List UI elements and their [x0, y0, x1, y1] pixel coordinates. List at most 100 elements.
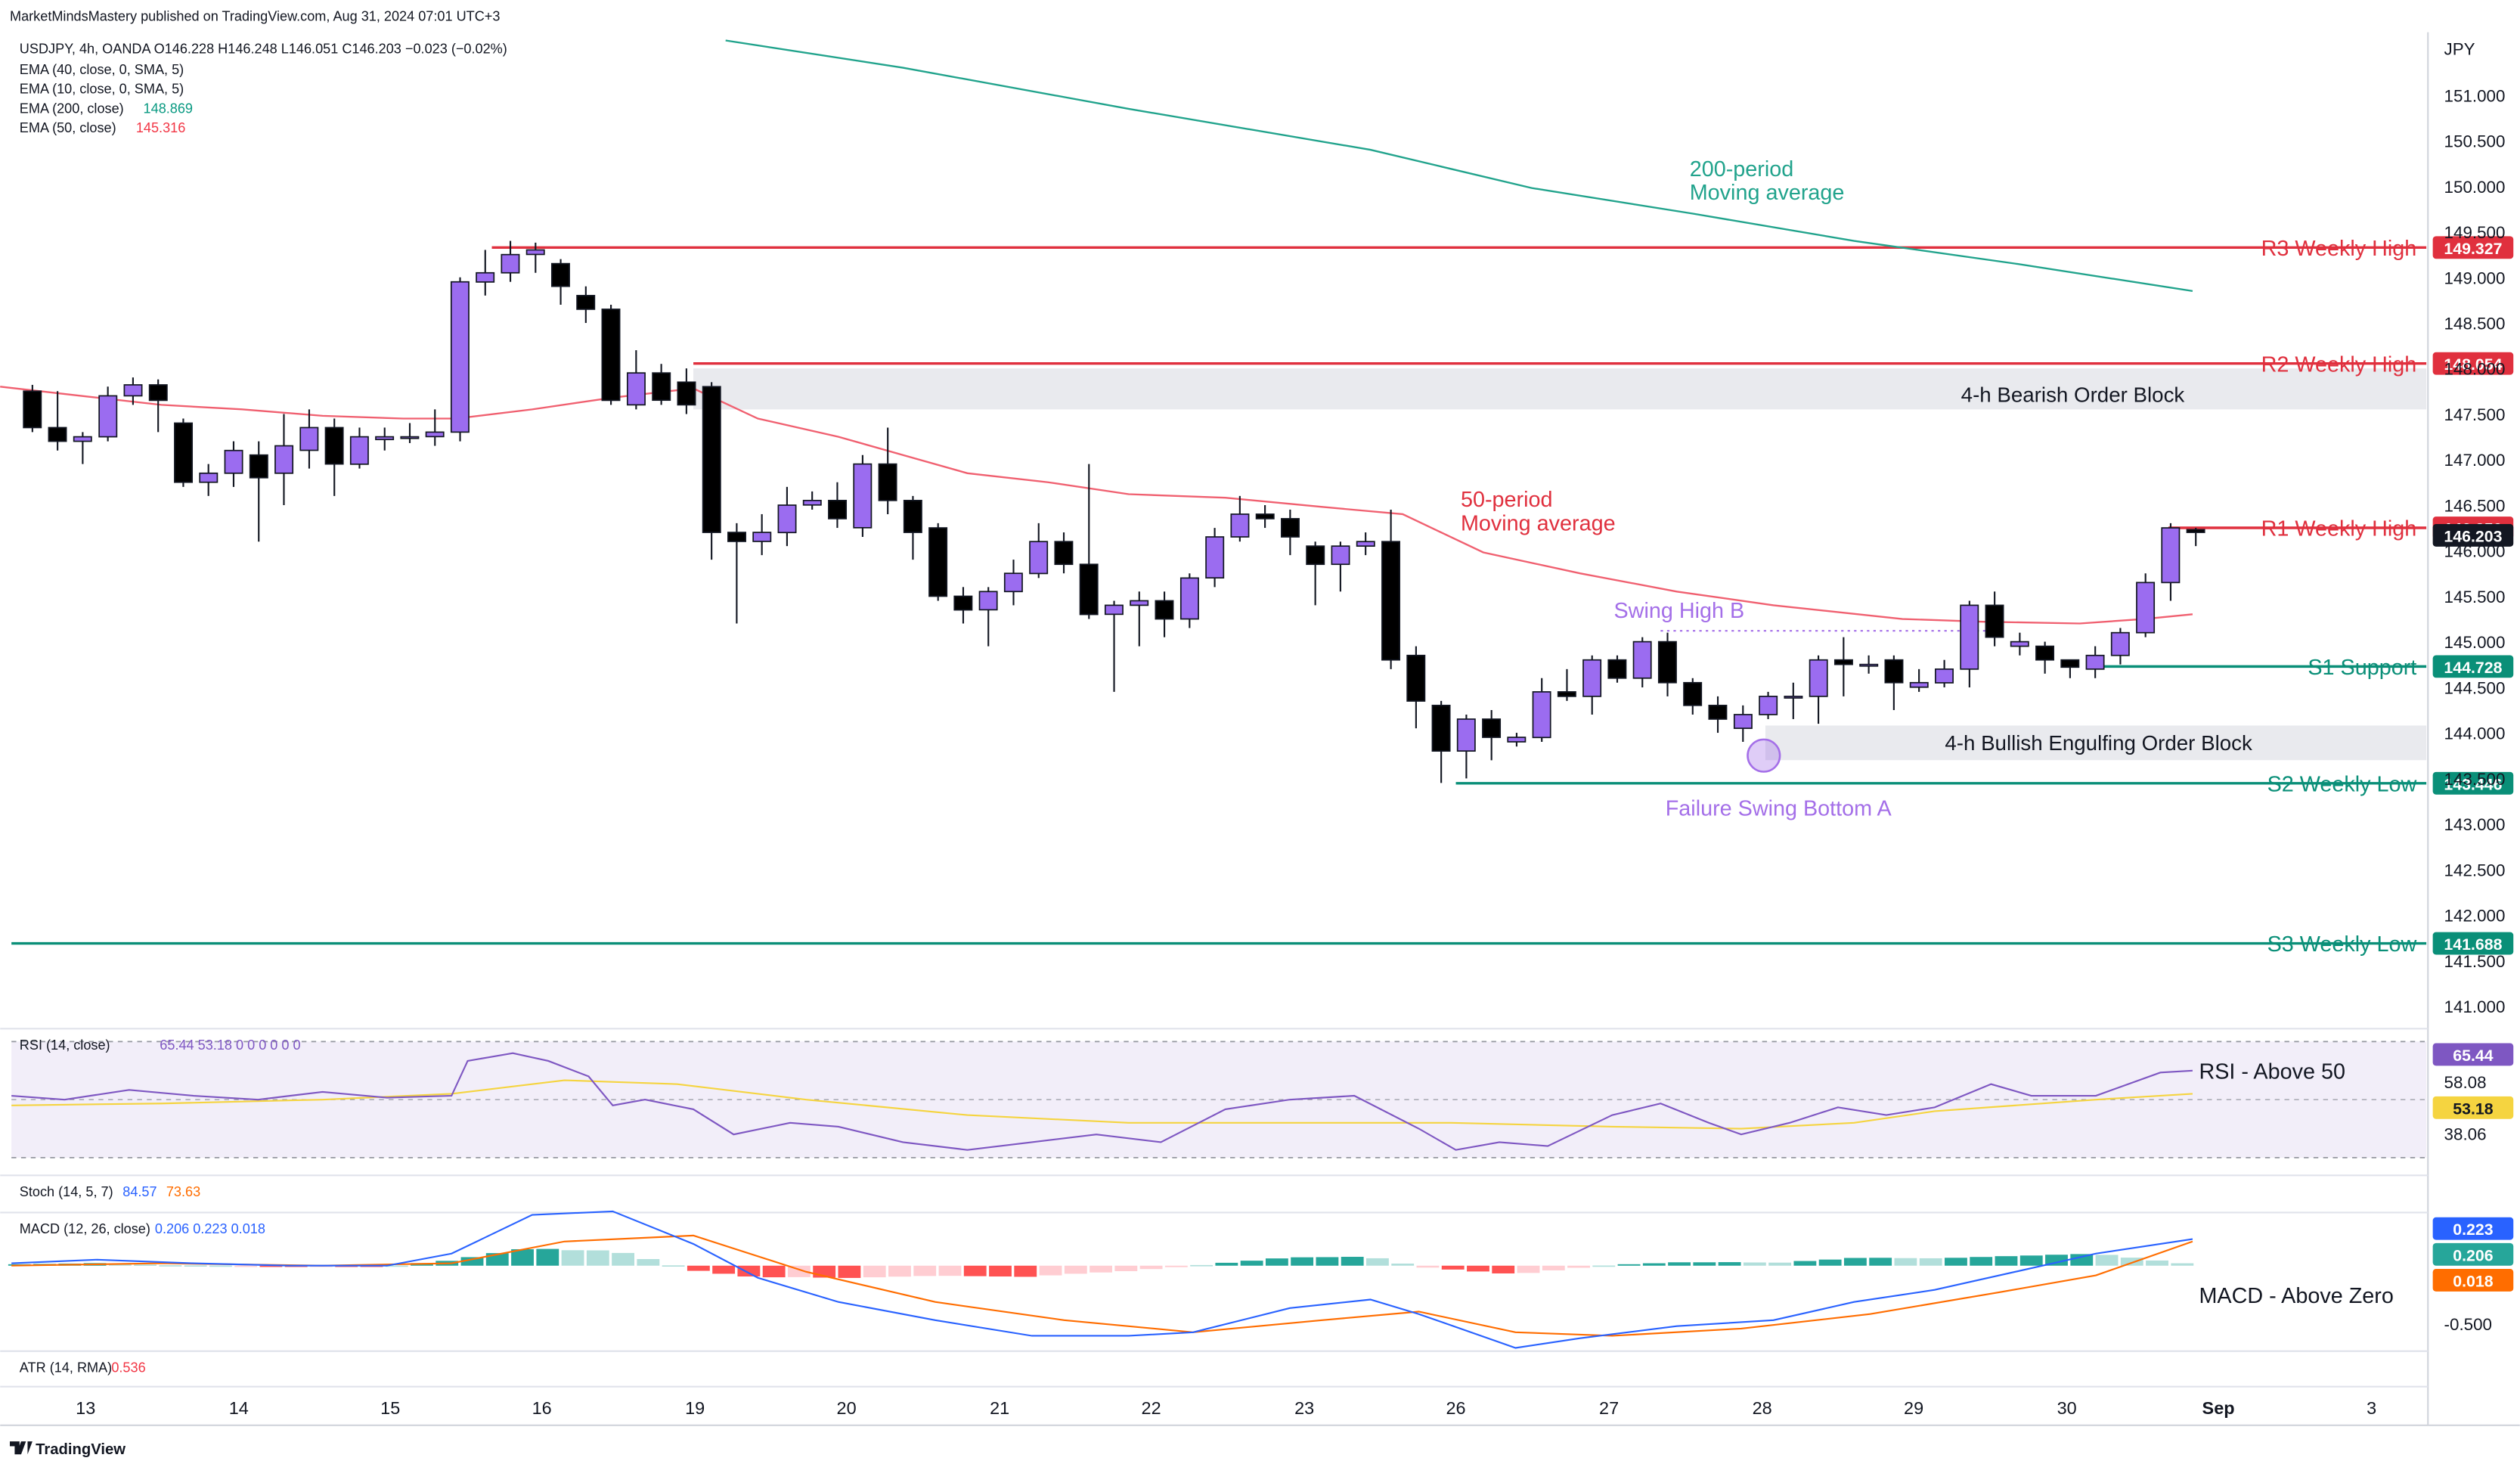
candle-body-29: [752, 532, 772, 542]
candle-body-83: [2110, 631, 2130, 656]
annotation-5: Failure Swing Bottom A: [1666, 797, 1892, 821]
level-label-4: S2 Weekly Low: [2267, 772, 2417, 796]
macd-last-box: [2432, 1217, 2514, 1240]
bearish-order-block-label: 4-h Bearish Order Block: [1961, 383, 2185, 407]
annotation-1: Moving average: [1690, 181, 1845, 205]
macd-hist-bar-35: [888, 1265, 911, 1277]
candle-body-20: [525, 249, 545, 256]
time-tick-4: 19: [685, 1398, 705, 1418]
price-tick-12: 145.000: [2444, 633, 2506, 652]
candle-body-30: [777, 504, 797, 534]
time-tick-13: 30: [2057, 1398, 2077, 1418]
macd-hist-bar-34: [863, 1265, 886, 1278]
macd-hist-bar-29: [737, 1265, 761, 1277]
candle-body-24: [626, 372, 646, 406]
price-axis: 151.000 150.500 150.000 149.500 149.000 148.5…: [2444, 86, 2506, 1016]
level-label-1: R2 Weekly High: [2261, 352, 2417, 377]
candle-body-37: [953, 595, 973, 611]
price-tick-2: 150.000: [2444, 178, 2506, 197]
macd-hist-bar-70: [1768, 1262, 1792, 1266]
macd-hist-bar-62: [1567, 1265, 1590, 1268]
time-tick-1: 14: [229, 1398, 249, 1418]
stoch-d-value: 73.63: [166, 1184, 200, 1199]
candle-body-6: [174, 422, 194, 483]
level-label-0: R3 Weekly High: [2261, 237, 2417, 261]
candle-body-21: [550, 262, 570, 287]
macd-hist-bar-26: [662, 1265, 685, 1267]
macd-hist-bar-46: [1164, 1265, 1188, 1267]
candle-body-1: [48, 426, 67, 442]
candle-body-44: [1130, 600, 1149, 606]
macd-hist-bar-22: [561, 1250, 584, 1266]
candle-body-0: [23, 390, 42, 429]
macd-hist-bar-39: [989, 1265, 1012, 1277]
macd-line: [11, 1210, 2193, 1349]
macd-hist-bar-8: [209, 1265, 232, 1267]
macd-hist-bar-68: [1718, 1262, 1741, 1266]
time-axis: 13 14 15 16 19 20 21 22 23 26 27 28 29 30 Sep 3: [76, 1398, 2376, 1418]
level-value-0: 149.327: [2444, 240, 2502, 258]
macd-hist-bar-74: [1869, 1258, 1892, 1266]
macd-hist-bar-42: [1064, 1265, 1087, 1274]
rsi-tick-1: 38.06: [2444, 1124, 2487, 1143]
indicator-label-0: EMA (40, close, 0, SMA, 5): [20, 62, 184, 77]
macd-hist-bar-7: [184, 1265, 207, 1267]
macd-hist-bar-49: [1240, 1261, 1263, 1266]
candle-body-51: [1306, 545, 1325, 566]
stoch-title: Stoch (14, 5, 7): [20, 1184, 113, 1199]
macd-title: MACD (12, 26, close): [20, 1221, 150, 1236]
macd-signal-value: 0.206: [2453, 1246, 2493, 1264]
macd-hist-bar-18: [460, 1257, 484, 1266]
candle-body-47: [1205, 536, 1225, 579]
macd-hist-bar-48: [1215, 1262, 1238, 1266]
macd-hist-bar-78: [1970, 1257, 1993, 1266]
rsi-last-box: [2432, 1043, 2514, 1066]
candle-body-39: [1003, 572, 1023, 593]
indicator-label-2: EMA (200, close): [20, 101, 124, 116]
price-tick-7: 147.500: [2444, 405, 2506, 424]
level-value-4: 143.446: [2444, 775, 2502, 793]
candle-body-41: [1054, 541, 1074, 566]
candle-body-68: [1733, 714, 1753, 729]
candle-body-25: [652, 372, 671, 402]
candle-body-78: [1985, 604, 2004, 638]
time-tick-2: 15: [380, 1398, 400, 1418]
candle-body-62: [1582, 659, 1602, 697]
macd-hist-bar-64: [1617, 1264, 1641, 1266]
candle-body-54: [1381, 541, 1400, 661]
macd-hist-bar-55: [1391, 1263, 1415, 1266]
macd-hist-bar-20: [511, 1248, 534, 1266]
annotation-3: Moving average: [1461, 511, 1616, 535]
time-tick-11: 28: [1753, 1398, 1772, 1418]
candle-body-71: [1809, 659, 1828, 697]
macd-hist-bar-44: [1114, 1265, 1138, 1271]
price-tick-11: 145.500: [2444, 588, 2506, 606]
macd-hist-bar-40: [1014, 1265, 1037, 1277]
macd-hist-bar-51: [1291, 1257, 1314, 1266]
time-tick-0: 13: [76, 1398, 95, 1418]
indicator-value-3: 145.316: [136, 120, 185, 135]
candle-body-46: [1179, 577, 1199, 620]
candle-body-45: [1155, 600, 1174, 620]
macd-hist-bar-15: [385, 1265, 408, 1267]
candle-body-10: [274, 445, 294, 474]
time-tick-14: Sep: [2202, 1398, 2235, 1418]
time-tick-8: 23: [1294, 1398, 1314, 1418]
indicator-legend: EMA (40, close, 0, SMA, 5) EMA (10, close…: [20, 62, 193, 135]
macd-hist-bar-80: [2019, 1255, 2043, 1266]
candle-body-23: [601, 309, 621, 402]
level-value-box-1: [2432, 352, 2514, 375]
macd-hist-bar-5: [134, 1264, 157, 1266]
bullish-order-block-label: 4-h Bullish Engulfing Order Block: [1945, 731, 2252, 755]
candle-body-80: [2035, 645, 2055, 661]
level-value-5: 141.688: [2444, 935, 2502, 954]
price-tick-10: 146.000: [2444, 542, 2506, 561]
level-label-3: S1 Support: [2308, 656, 2416, 680]
stoch-k-value: 84.57: [122, 1184, 157, 1199]
macd-hist-bar-66: [1668, 1262, 1691, 1266]
candle-body-70: [1784, 696, 1803, 699]
candle-body-73: [1859, 663, 1879, 667]
ema200-line: [725, 39, 2193, 293]
candle-body-32: [828, 499, 848, 520]
candle-body-22: [576, 294, 596, 310]
